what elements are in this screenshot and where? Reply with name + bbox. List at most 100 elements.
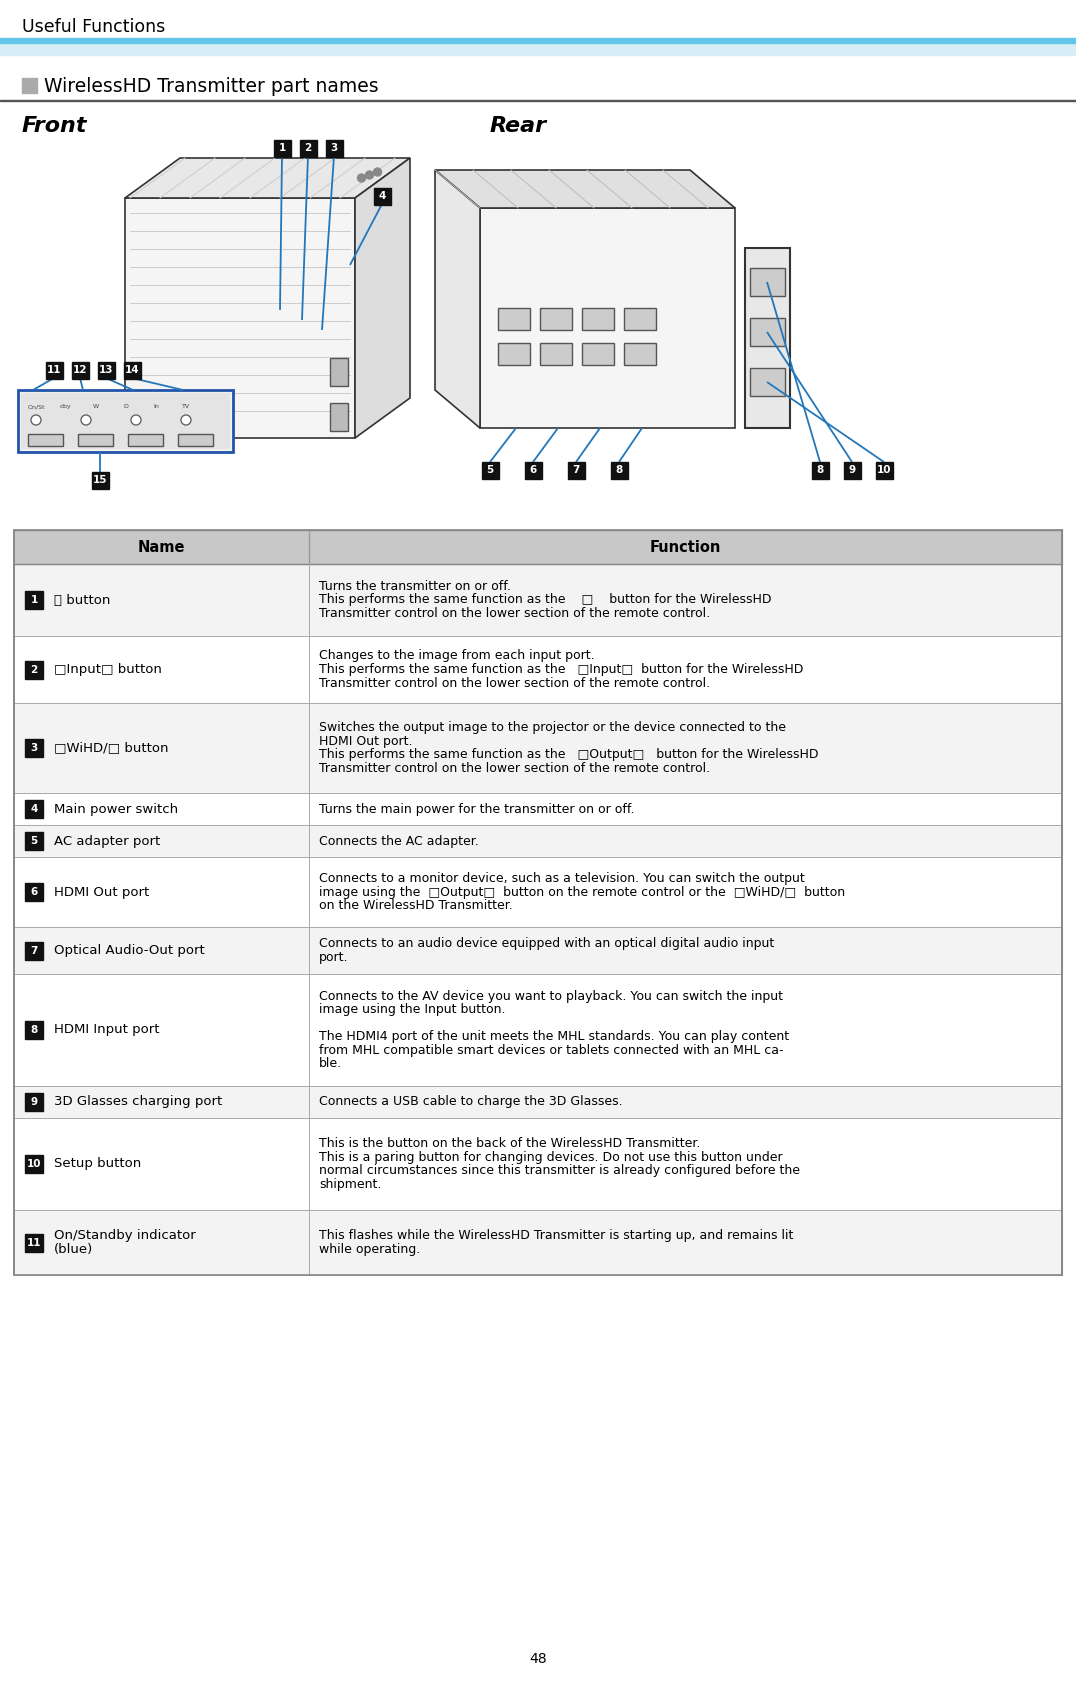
Text: image using the  □Output□  button on the remote control or the  □WiHD/□  button: image using the □Output□ button on the r… xyxy=(318,886,845,899)
Circle shape xyxy=(357,174,366,182)
Text: 3D Glasses charging port: 3D Glasses charging port xyxy=(54,1095,223,1108)
Bar xyxy=(28,434,63,445)
Text: Optical Audio-Out port: Optical Audio-Out port xyxy=(54,945,204,957)
Text: 5: 5 xyxy=(486,466,494,476)
Circle shape xyxy=(373,169,382,175)
Text: Connects a USB cable to charge the 3D Glasses.: Connects a USB cable to charge the 3D Gl… xyxy=(318,1095,623,1108)
Bar xyxy=(844,462,861,479)
Bar xyxy=(274,140,291,157)
Text: HDMI Out port.: HDMI Out port. xyxy=(318,736,412,747)
Circle shape xyxy=(131,415,141,425)
Text: shipment.: shipment. xyxy=(318,1178,381,1191)
Polygon shape xyxy=(355,159,410,439)
Text: Transmitter control on the lower section of the remote control.: Transmitter control on the lower section… xyxy=(318,607,710,621)
Bar xyxy=(750,368,785,396)
Text: Transmitter control on the lower section of the remote control.: Transmitter control on the lower section… xyxy=(318,763,710,774)
Bar xyxy=(812,462,829,479)
Text: 10: 10 xyxy=(877,466,891,476)
Text: 11: 11 xyxy=(27,1238,41,1247)
Bar xyxy=(374,187,391,206)
Text: ble.: ble. xyxy=(318,1058,342,1070)
Text: 9: 9 xyxy=(30,1097,38,1107)
Bar xyxy=(14,926,1062,973)
Bar xyxy=(750,268,785,295)
Bar xyxy=(624,309,656,331)
Polygon shape xyxy=(435,170,480,428)
Text: 2: 2 xyxy=(30,665,38,675)
Text: 3: 3 xyxy=(30,742,38,752)
Bar xyxy=(0,39,1076,42)
Bar xyxy=(25,800,43,818)
Bar xyxy=(46,363,63,380)
Text: This performs the same function as the   □Output□   button for the WirelessHD: This performs the same function as the □… xyxy=(318,749,819,761)
Polygon shape xyxy=(435,170,735,208)
Text: 14: 14 xyxy=(125,364,139,375)
Bar xyxy=(14,825,1062,857)
Bar xyxy=(14,793,1062,825)
Text: Connects to an audio device equipped with an optical digital audio input: Connects to an audio device equipped wit… xyxy=(318,938,775,950)
Text: 7: 7 xyxy=(572,466,580,476)
Bar xyxy=(72,363,89,380)
Text: 6: 6 xyxy=(30,887,38,897)
Bar xyxy=(326,140,343,157)
Text: on the WirelessHD Transmitter.: on the WirelessHD Transmitter. xyxy=(318,899,513,913)
Bar xyxy=(93,472,109,489)
Text: □WiHD/□ button: □WiHD/□ button xyxy=(54,742,169,754)
Text: Useful Functions: Useful Functions xyxy=(22,19,166,35)
Text: This is a paring button for changing devices. Do not use this button under: This is a paring button for changing dev… xyxy=(318,1151,782,1164)
Text: This performs the same function as the    □    button for the WirelessHD: This performs the same function as the □… xyxy=(318,594,771,607)
Bar xyxy=(22,393,230,449)
Text: Main power switch: Main power switch xyxy=(54,803,179,815)
Circle shape xyxy=(31,415,41,425)
Bar xyxy=(540,309,572,331)
Bar xyxy=(178,434,213,445)
Bar xyxy=(25,832,43,850)
Text: 8: 8 xyxy=(817,466,823,476)
Circle shape xyxy=(181,415,192,425)
Bar xyxy=(14,703,1062,793)
Bar xyxy=(25,882,43,901)
Text: On/St: On/St xyxy=(27,403,45,408)
Bar xyxy=(25,661,43,678)
Text: Connects to a monitor device, such as a television. You can switch the output: Connects to a monitor device, such as a … xyxy=(318,872,805,886)
Text: normal circumstances since this transmitter is already configured before the: normal circumstances since this transmit… xyxy=(318,1164,799,1178)
Text: Transmitter control on the lower section of the remote control.: Transmitter control on the lower section… xyxy=(318,676,710,690)
Bar xyxy=(568,462,585,479)
Text: Name: Name xyxy=(138,540,185,555)
Bar xyxy=(498,342,530,364)
Bar xyxy=(124,363,141,380)
Bar xyxy=(330,358,348,386)
Text: Function: Function xyxy=(650,540,721,555)
Text: 2: 2 xyxy=(305,143,312,154)
Bar xyxy=(14,636,1062,703)
Text: This flashes while the WirelessHD Transmitter is starting up, and remains lit: This flashes while the WirelessHD Transm… xyxy=(318,1230,793,1242)
Bar xyxy=(582,309,614,331)
Bar xyxy=(300,140,317,157)
Text: The HDMI4 port of the unit meets the MHL standards. You can play content: The HDMI4 port of the unit meets the MHL… xyxy=(318,1031,789,1043)
Text: 1: 1 xyxy=(30,596,38,606)
Text: 13: 13 xyxy=(99,364,113,375)
Text: Turns the main power for the transmitter on or off.: Turns the main power for the transmitter… xyxy=(318,803,635,815)
Bar xyxy=(876,462,893,479)
Polygon shape xyxy=(480,208,735,428)
Bar xyxy=(14,530,1062,1275)
Bar xyxy=(77,434,113,445)
Bar xyxy=(14,1210,1062,1275)
Text: 1: 1 xyxy=(279,143,285,154)
Circle shape xyxy=(366,170,373,179)
Bar xyxy=(0,42,1076,56)
Bar xyxy=(14,1086,1062,1118)
Text: In: In xyxy=(153,403,159,408)
Bar xyxy=(25,941,43,960)
Bar xyxy=(750,319,785,346)
Text: Rear: Rear xyxy=(490,116,547,137)
Bar xyxy=(25,1156,43,1172)
Bar xyxy=(330,403,348,430)
Text: HDMI Input port: HDMI Input port xyxy=(54,1024,159,1036)
Text: image using the Input button.: image using the Input button. xyxy=(318,1004,506,1016)
Text: 12: 12 xyxy=(73,364,87,375)
Bar xyxy=(14,530,1062,563)
Text: 8: 8 xyxy=(30,1026,38,1036)
Text: Turns the transmitter on or off.: Turns the transmitter on or off. xyxy=(318,580,511,594)
Bar xyxy=(540,342,572,364)
